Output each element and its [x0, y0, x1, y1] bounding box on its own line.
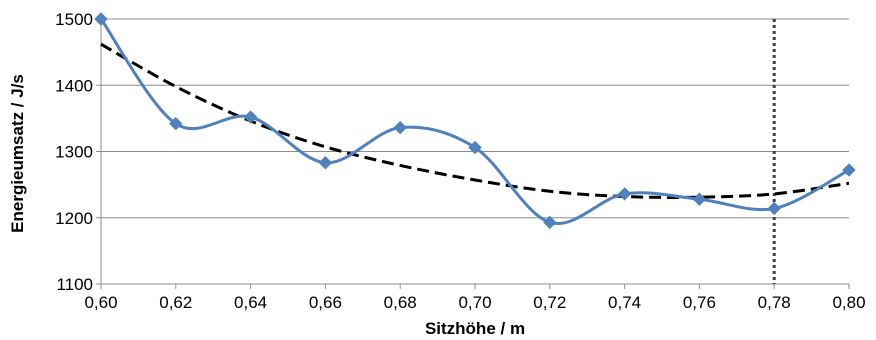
- data-point-marker: [842, 163, 856, 177]
- x-tick-label: 0,66: [309, 293, 342, 312]
- data-point-marker: [617, 187, 632, 201]
- y-tick-label: 1500: [55, 10, 93, 29]
- x-tick-label: 0,70: [458, 293, 491, 312]
- data-point-marker: [169, 116, 183, 131]
- data-point-marker: [543, 215, 557, 230]
- x-tick-label: 0,80: [832, 293, 865, 312]
- series-markers: [94, 12, 856, 230]
- x-tick-label: 0,68: [384, 293, 417, 312]
- y-tick-label: 1300: [55, 143, 93, 162]
- y-axis-title: Energieumsatz / J/s: [8, 74, 27, 233]
- data-point-marker: [94, 12, 108, 26]
- y-tick-label: 1400: [55, 76, 93, 95]
- x-tick-label: 0,78: [758, 293, 791, 312]
- x-tick-label: 0,60: [84, 293, 117, 312]
- x-tick-labels: 0,60 0,62 0,64 0,66 0,68 0,70 0,72 0,74 0,76 0,78…: [84, 293, 865, 312]
- y-tick-label: 1200: [55, 209, 93, 228]
- y-tick-labels: 1100 1200 1300 1400 1500: [55, 10, 93, 294]
- x-tick-label: 0,64: [234, 293, 267, 312]
- series-main-line: [99, 18, 850, 226]
- data-point-marker: [692, 192, 707, 206]
- series-trend-line: [100, 42, 850, 199]
- axes: [100, 19, 850, 289]
- data-point-marker: [767, 201, 781, 216]
- x-tick-label: 0,76: [683, 293, 716, 312]
- x-tick-label: 0,72: [533, 293, 566, 312]
- data-point-marker: [318, 156, 333, 170]
- data-point-marker: [468, 140, 482, 155]
- data-point-marker: [243, 110, 258, 124]
- data-point-marker: [393, 120, 407, 135]
- x-axis-title: Sitzhöhe / m: [425, 319, 525, 338]
- x-tick-label: 0,62: [159, 293, 192, 312]
- x-tick-label: 0,74: [608, 293, 641, 312]
- y-tick-label: 1100: [56, 275, 93, 294]
